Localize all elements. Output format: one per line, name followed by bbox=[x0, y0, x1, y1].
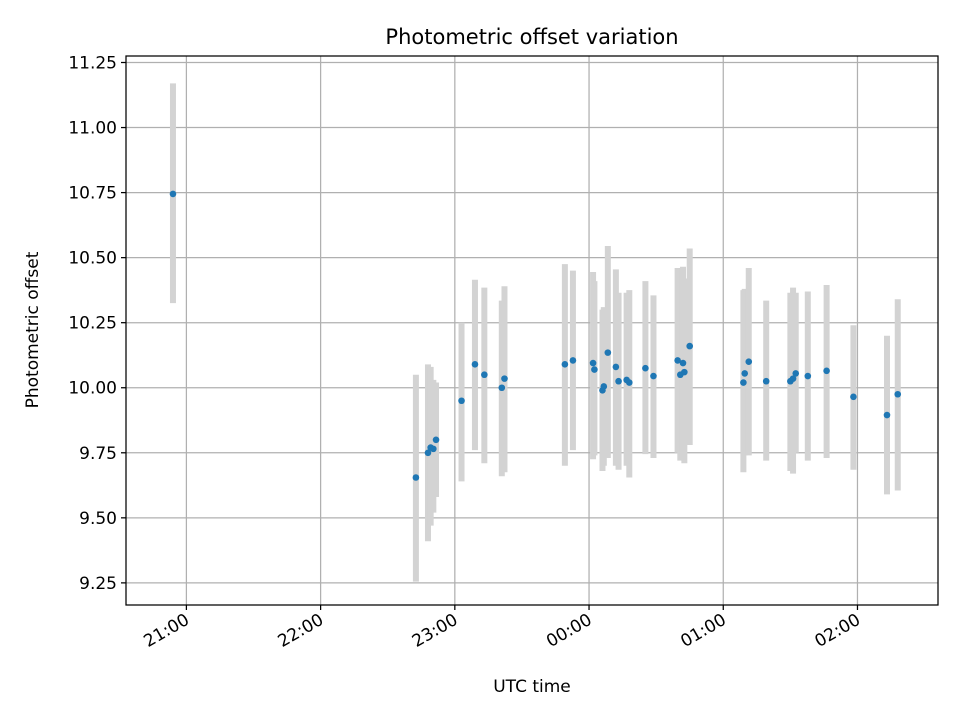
data-point bbox=[626, 379, 633, 386]
y-tick-label: 11.00 bbox=[68, 119, 117, 139]
data-point bbox=[745, 358, 753, 366]
data-point bbox=[412, 474, 420, 481]
data-point bbox=[792, 370, 800, 377]
data-point bbox=[679, 359, 687, 367]
data-point bbox=[615, 377, 622, 385]
y-tick-label: 10.25 bbox=[68, 314, 117, 334]
y-tick-label: 10.50 bbox=[68, 249, 117, 269]
data-point bbox=[169, 190, 177, 198]
data-point bbox=[686, 342, 694, 350]
data-point bbox=[650, 372, 657, 380]
data-point bbox=[681, 368, 688, 376]
data-point bbox=[741, 370, 749, 377]
data-point bbox=[883, 411, 891, 419]
data-point bbox=[561, 361, 569, 368]
data-point bbox=[432, 436, 440, 444]
data-point bbox=[600, 383, 608, 390]
data-point bbox=[569, 357, 577, 364]
y-tick-label: 10.75 bbox=[68, 184, 117, 204]
data-point bbox=[589, 359, 597, 367]
data-point bbox=[823, 367, 830, 375]
data-point bbox=[762, 377, 770, 385]
y-tick-label: 11.25 bbox=[68, 54, 117, 74]
data-point bbox=[804, 372, 812, 380]
data-point bbox=[424, 449, 432, 457]
data-point bbox=[894, 390, 902, 398]
y-tick-label: 9.25 bbox=[79, 574, 117, 594]
data-point bbox=[740, 379, 747, 386]
y-tick-label: 9.50 bbox=[79, 509, 117, 529]
data-point bbox=[850, 393, 857, 401]
data-point bbox=[674, 357, 681, 364]
data-point bbox=[498, 384, 506, 392]
grid bbox=[126, 56, 938, 605]
y-tick-label: 9.75 bbox=[79, 444, 117, 464]
x-axis-title: UTC time bbox=[493, 677, 571, 697]
data-point bbox=[604, 349, 612, 356]
y-axis: 9.25 9.50 9.75 10.00 10.25 10.50 10.75 11.00 11.… bbox=[68, 54, 126, 594]
data-point bbox=[471, 361, 479, 368]
plot-frame bbox=[125, 55, 939, 606]
y-axis-title: Photometric offset bbox=[23, 251, 43, 408]
data-point bbox=[481, 371, 488, 379]
data-point bbox=[612, 363, 620, 371]
data-points bbox=[169, 190, 902, 481]
data-point bbox=[458, 397, 465, 405]
chart-title: Photometric offset variation bbox=[385, 25, 678, 49]
data-point bbox=[501, 375, 508, 382]
data-point bbox=[591, 366, 598, 373]
y-tick-label: 10.00 bbox=[68, 379, 117, 399]
data-point bbox=[642, 364, 649, 372]
data-point bbox=[789, 375, 797, 382]
data-point bbox=[430, 445, 437, 453]
